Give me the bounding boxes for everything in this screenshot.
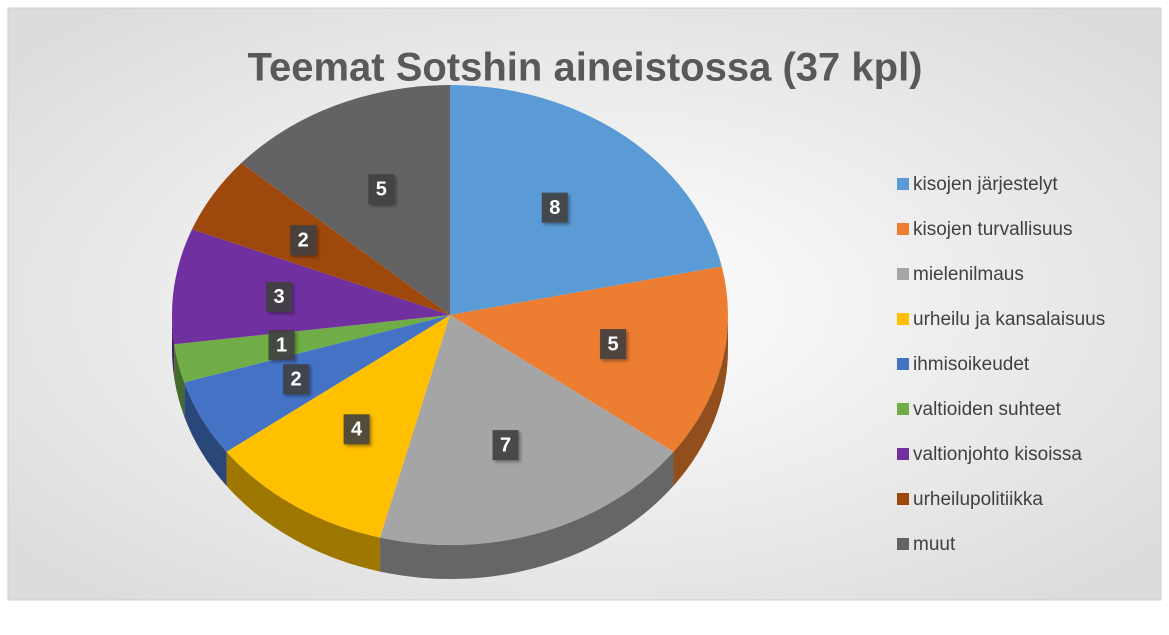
legend-label: muut [913,534,956,555]
legend-label: valtioiden suhteet [913,399,1062,420]
data-label: 2 [298,230,309,252]
legend-label: urheilupolitiikka [913,489,1043,510]
legend-label: kisojen turvallisuus [913,219,1072,240]
legend-swatch [897,358,909,370]
legend-swatch [897,178,909,190]
data-label-box [368,174,395,205]
data-label: 5 [376,179,387,201]
legend-swatch [897,403,909,415]
legend-label: kisojen järjestelyt [913,174,1058,195]
pie-slice [172,229,450,345]
legend-swatch [897,268,909,280]
pie-side [184,382,227,486]
data-label: 4 [351,419,363,441]
pie-slice [184,315,450,452]
data-label: 1 [276,334,287,356]
legend-swatch [897,313,909,325]
legend-label: valtionjohto kisoissa [913,444,1082,465]
data-label-box [266,281,293,312]
legend-swatch [897,223,909,235]
pie-slice [450,266,728,452]
pie-side [226,451,380,572]
data-label-box [290,225,317,256]
data-label: 5 [607,333,618,355]
pie-side [172,315,175,379]
legend-label: ihmisoikeudet [913,354,1030,375]
data-label-box [283,364,310,395]
pie-slice [450,85,722,315]
data-label: 2 [291,368,302,390]
pie-slice [192,163,450,315]
data-label: 3 [273,286,284,308]
legend-swatch [897,493,909,505]
pie-side [174,344,185,417]
pie-side [379,451,674,579]
legend-swatch [897,538,909,550]
chart-title: Teemat Sotshin aineistossa (37 kpl) [247,46,922,90]
data-label: 8 [549,197,560,219]
pie-slice [174,315,450,383]
data-label: 7 [500,434,511,456]
data-label-box [268,330,295,361]
data-label-box [541,192,568,223]
legend-swatch [897,448,909,460]
legend-label: urheilu ja kansalaisuus [913,309,1105,330]
legend-label: mielenilmaus [913,264,1024,285]
pie-side [673,315,728,486]
data-label-box [492,430,519,461]
data-label-box [600,329,627,360]
pie-slice [379,315,674,545]
data-label-box [343,414,370,445]
pie-slice [241,85,450,315]
pie-slice [226,315,450,538]
